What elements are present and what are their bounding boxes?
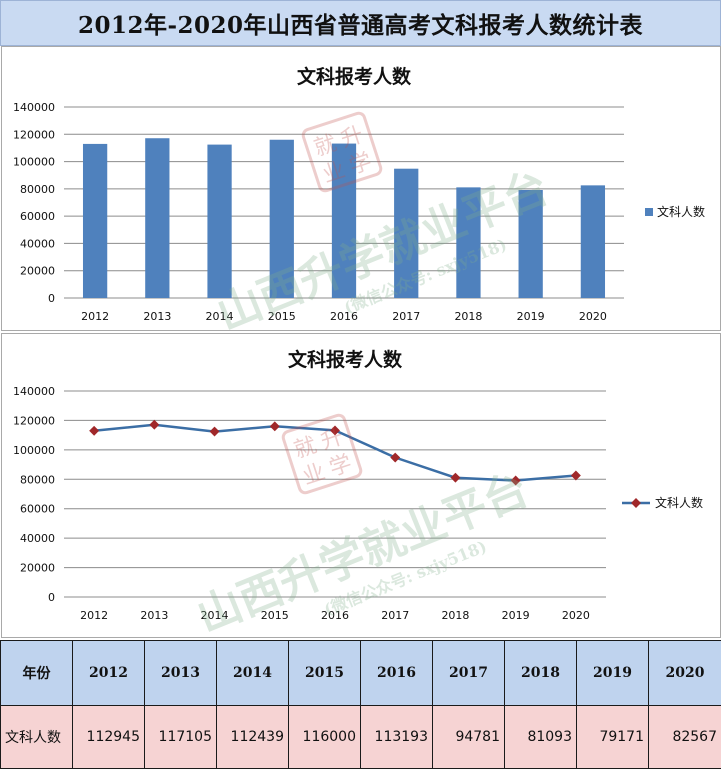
legend: 文科人数 — [622, 495, 703, 510]
table-header-label: 年份 — [1, 641, 73, 706]
x-tick-label: 2013 — [140, 609, 168, 622]
table-value-cell: 112945 — [73, 706, 145, 769]
data-point — [210, 427, 220, 437]
table-year-cell: 2019 — [577, 641, 649, 706]
table-year-cell: 2018 — [505, 641, 577, 706]
bar — [581, 185, 605, 298]
legend-label: 文科人数 — [657, 204, 705, 219]
y-tick-label: 60000 — [20, 210, 55, 223]
x-tick-label: 2012 — [81, 310, 109, 323]
legend-marker — [631, 498, 641, 508]
table-value-cell: 117105 — [145, 706, 217, 769]
x-tick-label: 2012 — [80, 609, 108, 622]
table-value-row: 文科人数 112945 117105 112439 116000 113193 … — [1, 706, 721, 769]
chart-title: 文科报考人数 — [297, 65, 412, 88]
y-tick-label: 0 — [48, 591, 55, 604]
table-value-cell: 112439 — [217, 706, 289, 769]
bar — [83, 144, 107, 298]
legend-label: 文科人数 — [655, 495, 703, 510]
data-point — [89, 426, 99, 436]
data-point — [149, 420, 159, 430]
y-tick-label: 60000 — [20, 503, 55, 516]
page-title-bar: 2012年-2020年山西省普通高考文科报考人数统计表 — [0, 0, 721, 46]
data-point — [450, 473, 460, 483]
y-tick-label: 140000 — [13, 385, 55, 398]
table-value-cell: 79171 — [577, 706, 649, 769]
x-tick-label: 2019 — [517, 310, 545, 323]
table-year-cell: 2014 — [217, 641, 289, 706]
table-header-row: 年份 2012 2013 2014 2015 2016 2017 2018 20… — [1, 641, 721, 706]
table-year-cell: 2013 — [145, 641, 217, 706]
table-row-label: 文科人数 — [1, 706, 73, 769]
x-tick-label: 2018 — [454, 310, 482, 323]
chart-title: 文科报考人数 — [288, 348, 403, 371]
table-year-cell: 2015 — [289, 641, 361, 706]
y-tick-label: 40000 — [20, 237, 55, 250]
seal-char: 就 — [291, 433, 320, 464]
y-tick-label: 120000 — [13, 128, 55, 141]
line-chart: 文科报考人数 0 20000 40000 60000 80000 100000 120000 1… — [2, 334, 720, 637]
legend-swatch — [645, 208, 653, 216]
table-value-cell: 82567 — [649, 706, 721, 769]
y-tick-label: 80000 — [20, 183, 55, 196]
x-tick-label: 2018 — [441, 609, 469, 622]
bar — [207, 145, 231, 298]
page-title: 2012年-2020年山西省普通高考文科报考人数统计表 — [78, 6, 643, 40]
y-tick-label: 140000 — [13, 101, 55, 114]
x-tick-label: 2013 — [143, 310, 171, 323]
bar-chart: 文科报考人数 0 20000 40000 60000 80000 100000 120000 1… — [2, 47, 720, 330]
table-year-cell: 2012 — [73, 641, 145, 706]
y-tick-label: 100000 — [13, 156, 55, 169]
x-tick-label: 2017 — [381, 609, 409, 622]
y-tick-label: 100000 — [13, 444, 55, 457]
data-point — [270, 421, 280, 431]
table-value-cell: 113193 — [361, 706, 433, 769]
x-tick-label: 2020 — [579, 310, 607, 323]
legend: 文科人数 — [645, 204, 705, 219]
y-tick-label: 20000 — [20, 562, 55, 575]
y-tick-label: 40000 — [20, 532, 55, 545]
bar — [145, 138, 169, 298]
table-year-cell: 2017 — [433, 641, 505, 706]
table-value-cell: 81093 — [505, 706, 577, 769]
seal-char: 升 — [318, 424, 347, 455]
table-year-cell: 2016 — [361, 641, 433, 706]
table-value-cell: 116000 — [289, 706, 361, 769]
x-tick-label: 2020 — [562, 609, 590, 622]
y-tick-label: 80000 — [20, 473, 55, 486]
table-year-cell: 2020 — [649, 641, 721, 706]
bar-chart-panel: 文科报考人数 0 20000 40000 60000 80000 100000 120000 1… — [1, 46, 721, 331]
y-tick-label: 0 — [48, 292, 55, 305]
y-tick-label: 20000 — [20, 265, 55, 278]
table-value-cell: 94781 — [433, 706, 505, 769]
y-tick-label: 120000 — [13, 414, 55, 427]
data-point — [390, 453, 400, 463]
line-chart-panel: 文科报考人数 0 20000 40000 60000 80000 100000 120000 1… — [1, 333, 721, 638]
x-tick-label: 2019 — [502, 609, 530, 622]
data-table: 年份 2012 2013 2014 2015 2016 2017 2018 20… — [0, 640, 721, 769]
x-tick-label: 2017 — [392, 310, 420, 323]
